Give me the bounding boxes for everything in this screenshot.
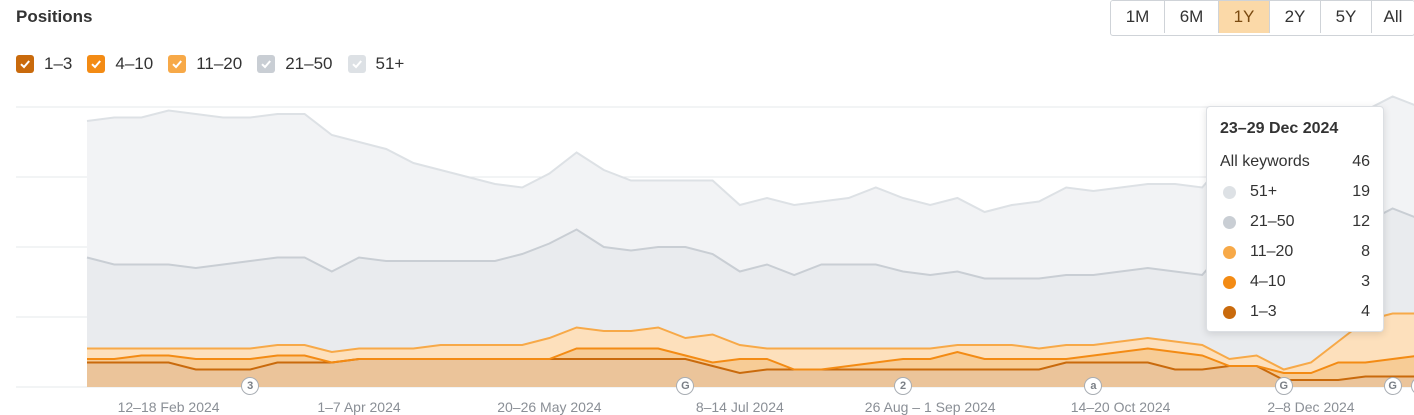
tooltip-row-11-20: 11–20 8 (1220, 237, 1370, 267)
tooltip-row-label: 4–10 (1250, 273, 1286, 290)
annotation-marker[interactable]: a (1084, 377, 1103, 395)
tooltip-total-row: All keywords 46 (1220, 147, 1370, 177)
legend-label: 51+ (375, 54, 405, 73)
x-tick-label: 14–20 Oct 2024 (1070, 399, 1171, 415)
tooltip-row-value: 12 (1352, 213, 1370, 230)
series-legend: 1–3 4–10 11–20 21–50 51+ (16, 54, 419, 74)
legend-item-11-20[interactable]: 11–20 (168, 54, 242, 74)
tooltip-row-label: 1–3 (1250, 303, 1277, 320)
tooltip-row-label: 11–20 (1250, 243, 1294, 260)
tooltip-row-1-3: 1–3 4 (1220, 297, 1370, 327)
series-dot-icon (1223, 305, 1236, 319)
area-51+ (87, 96, 1414, 279)
tooltip-row-21-50: 21–50 12 (1220, 207, 1370, 237)
legend-item-21-50[interactable]: 21–50 (257, 54, 333, 74)
legend-item-51-plus[interactable]: 51+ (347, 54, 405, 74)
tooltip-row-value: 19 (1352, 183, 1370, 200)
tooltip-row-label: 51+ (1250, 183, 1278, 200)
range-2y-button[interactable]: 2Y (1270, 1, 1321, 33)
hover-tooltip: 23–29 Dec 2024 All keywords 46 51+ 19 21… (1206, 106, 1384, 332)
x-tick-label: 26 Aug – 1 Sep 2024 (864, 399, 996, 415)
google-update-icon[interactable]: G (1274, 377, 1293, 395)
annotation-marker[interactable]: 2 (894, 377, 912, 395)
tooltip-total-value: 46 (1352, 153, 1370, 170)
x-tick-label: 1–7 Apr 2024 (317, 399, 401, 415)
area-4–10 (87, 348, 1414, 380)
area-21–50 (87, 208, 1414, 370)
checkbox-checked-icon[interactable] (87, 55, 106, 73)
legend-item-1-3[interactable]: 1–3 (16, 54, 72, 74)
x-tick-label: 20–26 May 2024 (497, 399, 602, 415)
tooltip-row-label: 21–50 (1250, 213, 1295, 230)
checkbox-checked-icon[interactable] (168, 55, 187, 73)
range-1m-button[interactable]: 1M (1111, 1, 1165, 33)
google-update-icon[interactable]: G (676, 377, 695, 395)
date-range-selector: 1M 6M 1Y 2Y 5Y All (1110, 0, 1414, 36)
checkbox-checked-icon[interactable] (347, 55, 366, 73)
tooltip-total-label: All keywords (1220, 153, 1310, 170)
series-dot-icon (1223, 245, 1236, 259)
range-1y-button[interactable]: 1Y (1219, 1, 1270, 33)
tooltip-row-value: 3 (1361, 273, 1370, 290)
range-5y-button[interactable]: 5Y (1321, 1, 1372, 33)
series-line-4–10 (87, 347, 1414, 374)
tooltip-row-4-10: 4–10 3 (1220, 267, 1370, 297)
legend-item-4-10[interactable]: 4–10 (87, 54, 153, 74)
series-dot-icon (1223, 185, 1236, 199)
range-all-button[interactable]: All (1372, 1, 1414, 33)
x-tick-label: 2–8 Dec 2024 (1267, 399, 1355, 415)
x-tick-label: 8–14 Jul 2024 (695, 399, 784, 415)
legend-label: 11–20 (196, 54, 243, 73)
area-1–3 (87, 359, 1414, 387)
checkbox-checked-icon[interactable] (257, 55, 276, 73)
range-6m-button[interactable]: 6M (1165, 1, 1219, 33)
series-line-11–20 (87, 312, 1414, 371)
tooltip-row-value: 8 (1361, 243, 1370, 260)
x-tick-label: 12–18 Feb 2024 (117, 399, 220, 415)
page-title: Positions (16, 7, 93, 26)
series-dot-icon (1223, 215, 1236, 229)
series-dot-icon (1223, 275, 1236, 289)
tooltip-row-51-plus: 51+ 19 (1220, 177, 1370, 207)
legend-label: 21–50 (285, 54, 333, 73)
tooltip-row-value: 4 (1361, 303, 1370, 320)
checkbox-checked-icon[interactable] (16, 55, 34, 73)
google-update-icon[interactable]: G (1383, 377, 1402, 395)
tooltip-date: 23–29 Dec 2024 (1220, 120, 1339, 137)
legend-label: 4–10 (115, 54, 154, 73)
legend-label: 1–3 (44, 54, 73, 73)
annotation-marker[interactable]: 3 (241, 377, 260, 395)
